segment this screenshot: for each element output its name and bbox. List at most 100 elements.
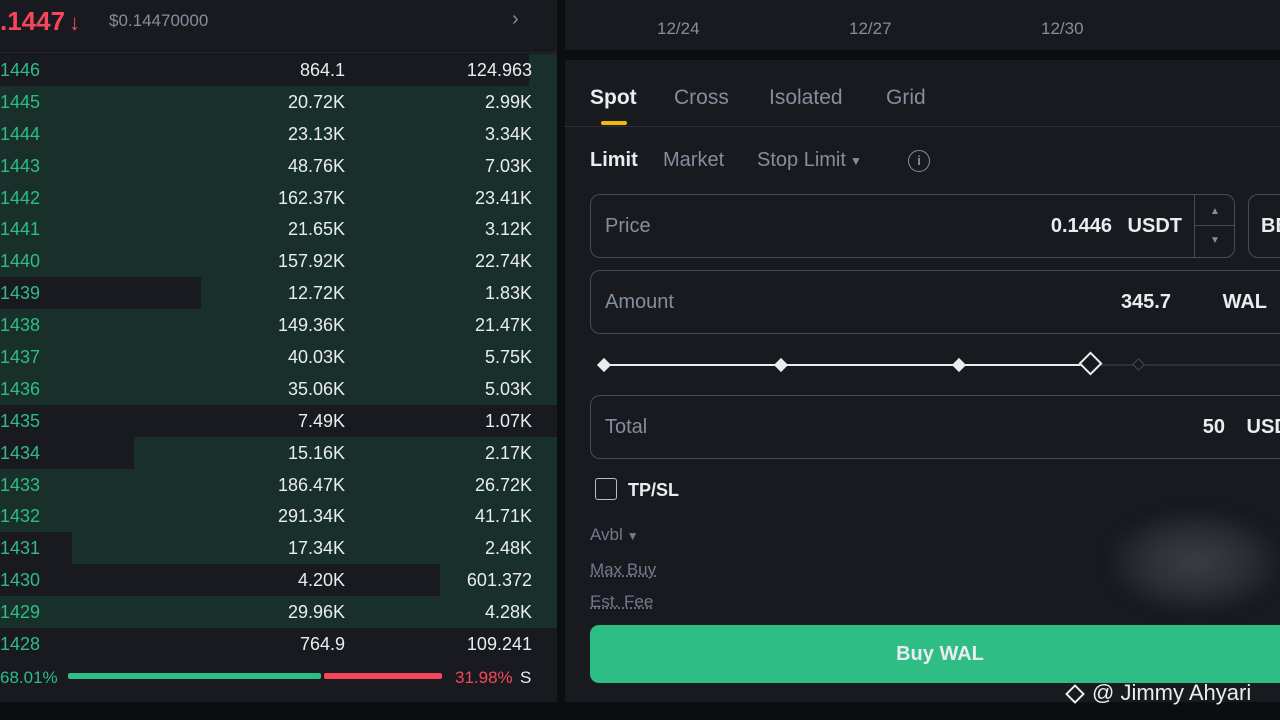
bid-amount: 157.92K: [277, 251, 345, 272]
bid-row[interactable]: 1444 23.13K 3.34K: [0, 117, 557, 150]
tab-cross[interactable]: Cross: [674, 86, 729, 109]
buy-sell-ratio: 68.01% 31.98% S: [0, 664, 557, 694]
bid-price: 1428: [0, 634, 41, 655]
bid-price: 1446: [0, 60, 41, 80]
bid-amount: 12.72K: [287, 283, 345, 304]
price-stepper: ▲ ▼: [1194, 195, 1235, 257]
price-down-arrow-icon: ↓: [69, 10, 81, 35]
tpsl-checkbox[interactable]: [595, 478, 617, 500]
bid-row[interactable]: 1438 149.36K 21.47K: [0, 309, 557, 342]
chevron-right-icon[interactable]: ›: [512, 8, 519, 30]
divider: [0, 52, 557, 53]
max-buy-label[interactable]: Max Buy: [590, 560, 657, 579]
depth-bar: [0, 181, 557, 214]
bid-total: 21.47K: [474, 315, 532, 336]
bid-total: 5.75K: [484, 347, 532, 368]
depth-bar: [0, 85, 557, 118]
sell-ratio-percent: 31.98%: [455, 668, 513, 687]
total-unit: USDT: [1246, 416, 1280, 438]
slider-track-filled: [598, 364, 1088, 366]
total-value: 50: [1202, 416, 1225, 438]
tab-grid[interactable]: Grid: [886, 86, 926, 109]
bid-row[interactable]: 1441 21.65K 3.12K: [0, 213, 557, 246]
price-unit: USDT: [1127, 215, 1182, 237]
slider-step-25[interactable]: [773, 357, 789, 373]
bid-total: 2.48K: [484, 538, 532, 559]
bid-amount: 149.36K: [277, 315, 345, 336]
bid-row[interactable]: 1432 291.34K 41.71K: [0, 500, 557, 533]
amount-label: Amount: [605, 291, 674, 313]
bid-total: 3.12K: [484, 219, 532, 240]
tab-spot[interactable]: Spot: [590, 86, 637, 109]
order-book-header: .1447 ↓ $0.14470000 ›: [0, 0, 557, 42]
slider-handle[interactable]: [1078, 351, 1103, 376]
slider-track-empty: [1088, 364, 1280, 366]
est-fee-label[interactable]: Est. Fee: [590, 592, 654, 611]
sell-ratio-bar: [324, 673, 442, 679]
depth-bar: [0, 117, 557, 150]
bid-row[interactable]: 1434 15.16K 2.17K: [0, 436, 557, 469]
bid-amount: 40.03K: [287, 347, 345, 368]
depth-bar: [0, 500, 557, 533]
info-icon[interactable]: i: [908, 150, 930, 172]
depth-bar: [0, 596, 557, 629]
bid-row[interactable]: 1437 40.03K 5.75K: [0, 341, 557, 373]
slider-step-50[interactable]: [951, 357, 967, 373]
bid-row[interactable]: 1429 29.96K 4.28K: [0, 596, 557, 629]
order-type-stop-limit[interactable]: Stop Limit ▼: [757, 149, 862, 171]
depth-bar: [72, 532, 557, 565]
depth-bar: [201, 277, 557, 310]
avbl-label[interactable]: Avbl ▼: [590, 525, 639, 544]
bid-price: 1441: [0, 219, 41, 240]
amount-field[interactable]: Amount 345.7 WAL: [590, 270, 1280, 334]
bid-row[interactable]: 1435 7.49K 1.07K: [0, 405, 557, 437]
depth-bar: [0, 341, 557, 373]
total-label: Total: [605, 416, 648, 438]
bid-row[interactable]: 1442 162.37K 23.41K: [0, 181, 557, 214]
bid-amount: 17.34K: [287, 538, 345, 559]
last-price: .1447 ↓: [0, 6, 81, 36]
bid-amount: 764.9: [299, 634, 345, 655]
increment-icon[interactable]: ▲: [1195, 195, 1235, 226]
depth-bar: [440, 564, 557, 597]
slider-step-0[interactable]: [596, 357, 612, 373]
total-field[interactable]: Total 50 USDT: [590, 395, 1280, 459]
price-field[interactable]: Price 0.1446 USDT ▲ ▼: [590, 194, 1235, 258]
slider-step-100[interactable]: [1132, 358, 1145, 371]
amount-slider[interactable]: [596, 351, 1280, 376]
order-type-limit[interactable]: Limit: [590, 149, 638, 171]
date-tick: 12/27: [849, 19, 892, 38]
bid-row[interactable]: 1439 12.72K 1.83K: [0, 277, 557, 310]
decrement-icon[interactable]: ▼: [1210, 235, 1220, 246]
tpsl-label: TP/SL: [628, 480, 680, 500]
watermark: @ Jimmy Ahyari: [1065, 680, 1251, 706]
bid-price: 1440: [0, 251, 41, 272]
bid-total: 4.28K: [484, 602, 532, 623]
tab-isolated[interactable]: Isolated: [769, 86, 843, 109]
bid-total: 3.34K: [484, 123, 532, 144]
bid-row[interactable]: 1443 48.76K 7.03K: [0, 149, 557, 182]
bid-row[interactable]: 1428 764.9 109.241: [0, 628, 557, 660]
chart-date-axis: 12/24 12/27 12/30: [565, 0, 1280, 50]
bid-row[interactable]: 1430 4.20K 601.372: [0, 564, 557, 597]
buy-button[interactable]: Buy WAL: [590, 625, 1280, 683]
bid-row[interactable]: 1446 864.1 124.963: [0, 54, 557, 86]
date-tick: 12/24: [657, 19, 700, 38]
bid-row[interactable]: 1433 186.47K 26.72K: [0, 468, 557, 501]
bid-row[interactable]: 1431 17.34K 2.48K: [0, 532, 557, 565]
bid-row[interactable]: 1436 35.06K 5.03K: [0, 372, 557, 405]
bid-row[interactable]: 1445 20.72K 2.99K: [0, 85, 557, 118]
depth-bar: [0, 149, 557, 182]
bid-price: 1445: [0, 91, 41, 112]
bid-total: 2.17K: [484, 442, 532, 463]
bid-price: 1443: [0, 155, 41, 176]
bid-price: 1435: [0, 410, 41, 431]
bid-price: 1442: [0, 187, 41, 208]
buy-ratio-percent: 68.01%: [0, 668, 58, 687]
caret-down-icon: ▼: [849, 153, 862, 168]
order-type-market[interactable]: Market: [663, 149, 725, 171]
caret-down-icon: ▼: [626, 528, 639, 543]
bid-total: 5.03K: [484, 378, 532, 399]
bid-row[interactable]: 1440 157.92K 22.74K: [0, 245, 557, 278]
bbo-button[interactable]: BB: [1248, 194, 1280, 258]
